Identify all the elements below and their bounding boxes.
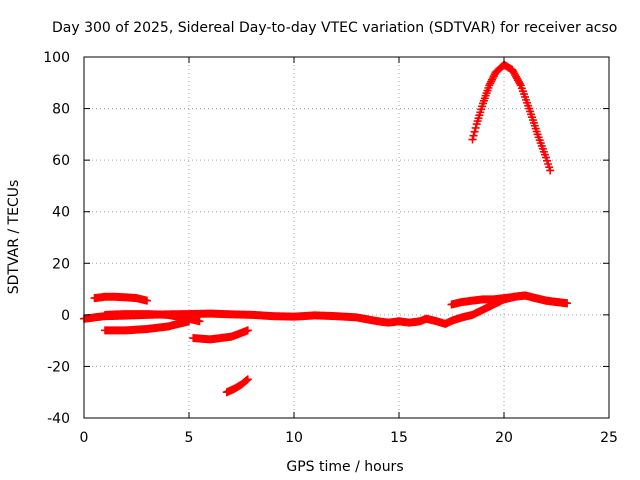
- marker-path: [189, 326, 252, 344]
- series-arc-3: [101, 317, 193, 335]
- x-tick-label: 10: [285, 430, 303, 446]
- y-tick-label: -40: [47, 411, 70, 427]
- marker-path: [468, 60, 555, 175]
- marker-path: [447, 291, 571, 309]
- y-tick-label: 0: [61, 308, 70, 324]
- y-tick-label: 80: [52, 102, 70, 118]
- x-tick-label: 25: [600, 430, 618, 446]
- y-tick-label: -20: [47, 359, 70, 375]
- marker-path: [222, 375, 252, 397]
- grid-lines: [84, 57, 609, 418]
- y-axis-label: SDTVAR / TECUs: [6, 180, 22, 295]
- marker-path: [101, 310, 204, 326]
- axis-ticks: 0 5 10 15 20 25 -40 -20 0 20 40 60 80 100: [43, 50, 618, 446]
- marker-path: [90, 292, 151, 305]
- series-arc-6: [222, 375, 252, 397]
- y-tick-label: 20: [52, 256, 70, 272]
- series-arc-8: [468, 60, 555, 175]
- x-tick-label: 0: [80, 430, 89, 446]
- series-arc-2: [90, 292, 151, 305]
- marker-path: [101, 317, 193, 335]
- plot-frame: [83, 56, 610, 419]
- series-arc-7: [447, 291, 571, 309]
- x-tick-label: 15: [390, 430, 408, 446]
- x-axis-label: GPS time / hours: [286, 459, 403, 475]
- series-arc-5: [189, 326, 252, 344]
- chart-title: Day 300 of 2025, Sidereal Day-to-day VTE…: [52, 20, 617, 36]
- x-tick-label: 5: [185, 430, 194, 446]
- y-tick-label: 100: [43, 50, 70, 66]
- y-tick-label: 60: [52, 153, 70, 169]
- data-points: [80, 60, 571, 397]
- y-tick-label: 40: [52, 205, 70, 221]
- x-tick-label: 20: [495, 430, 513, 446]
- series-arc-4: [101, 310, 204, 326]
